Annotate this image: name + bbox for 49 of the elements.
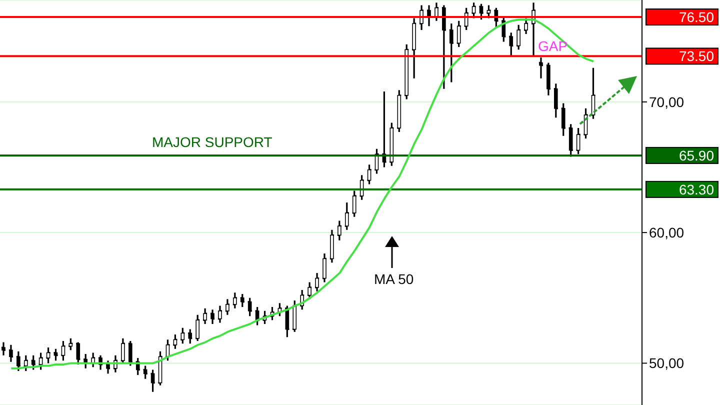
ref-line-label: 73.50 <box>678 48 714 64</box>
candlestick <box>397 89 402 133</box>
annotation: MAJOR SUPPORT <box>152 134 272 150</box>
candlestick <box>561 102 566 137</box>
candlestick <box>292 300 297 333</box>
y-tick-label: 70,00 <box>649 94 684 110</box>
candlestick <box>367 164 372 186</box>
candlestick <box>76 341 80 366</box>
candlestick <box>344 202 349 231</box>
ref-line-label: 63.30 <box>678 181 714 198</box>
candlestick <box>31 354 36 371</box>
candlestick <box>188 328 192 344</box>
candlestick <box>412 17 416 80</box>
candlestick <box>173 334 178 350</box>
candlestick <box>315 272 319 292</box>
candlestick <box>38 352 43 371</box>
candlestick <box>68 338 73 351</box>
candlestick <box>456 20 461 48</box>
candlestick <box>322 252 326 283</box>
candlestick <box>576 127 580 155</box>
candlestick <box>46 346 50 364</box>
candlestick <box>218 304 222 324</box>
ref-line-label: 76.50 <box>678 8 714 25</box>
candlestick <box>180 327 185 344</box>
candlestick <box>226 298 230 316</box>
candlestick <box>352 190 356 218</box>
annotation: MA 50 <box>374 271 414 287</box>
candlestick <box>486 4 491 20</box>
candlestick <box>61 340 66 362</box>
candlestick <box>203 308 207 325</box>
candlestick <box>196 314 200 342</box>
candlestick <box>568 123 573 158</box>
y-tick-label: 50,00 <box>649 355 684 372</box>
candlestick <box>248 297 252 317</box>
annotation: GAP <box>538 38 568 54</box>
candlestick <box>143 365 148 380</box>
candlestick <box>330 229 334 264</box>
candlestick <box>24 354 28 372</box>
ref-line-label: 65.90 <box>678 147 714 164</box>
candlestick <box>240 293 244 308</box>
candlestick <box>308 281 312 300</box>
candlestick <box>516 24 520 50</box>
y-tick-label: 60,00 <box>649 224 684 241</box>
candlestick <box>121 338 125 364</box>
candlestick <box>404 44 409 100</box>
candlestick <box>233 292 237 310</box>
candlestick <box>338 220 342 242</box>
candlestick <box>509 32 514 57</box>
candlestick <box>420 4 424 31</box>
